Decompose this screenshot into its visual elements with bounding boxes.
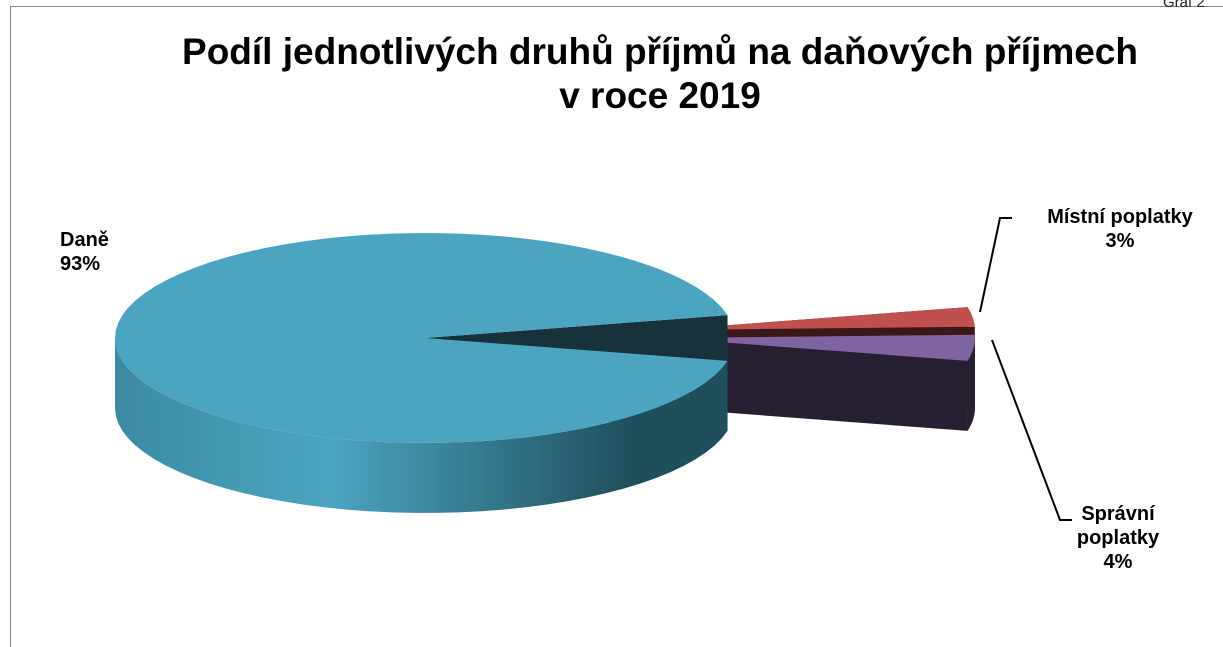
slice-side [115, 338, 728, 513]
slice [665, 307, 975, 330]
value-label: 93% [60, 253, 101, 275]
category-label: Místní poplatky [1047, 206, 1193, 228]
category-label: Daně [60, 229, 109, 251]
chart-frame [10, 6, 1223, 647]
data-label: Daně 93% [60, 228, 109, 276]
data-label: Správní poplatky 4% [1068, 502, 1168, 574]
value-label: 3% [1105, 230, 1135, 252]
pie [115, 233, 975, 513]
data-label: Místní poplatky 3% [1010, 205, 1223, 253]
leader-line [979, 217, 1012, 313]
chart [115, 217, 1072, 521]
value-label: 4% [1103, 551, 1133, 573]
chart-title: Podíl jednotlivých druhů příjmů na daňov… [182, 31, 1138, 116]
slice [115, 233, 728, 443]
header: Graf 2 [1163, 0, 1205, 11]
slice-face [665, 338, 968, 431]
leader-line [991, 339, 1072, 521]
page: Graf 2 Podíl jednotlivých druhů příjmů n… [10, 0, 1223, 647]
slice-side [967, 338, 975, 431]
category-label: Správní poplatky [1076, 503, 1160, 549]
slice [665, 334, 975, 361]
